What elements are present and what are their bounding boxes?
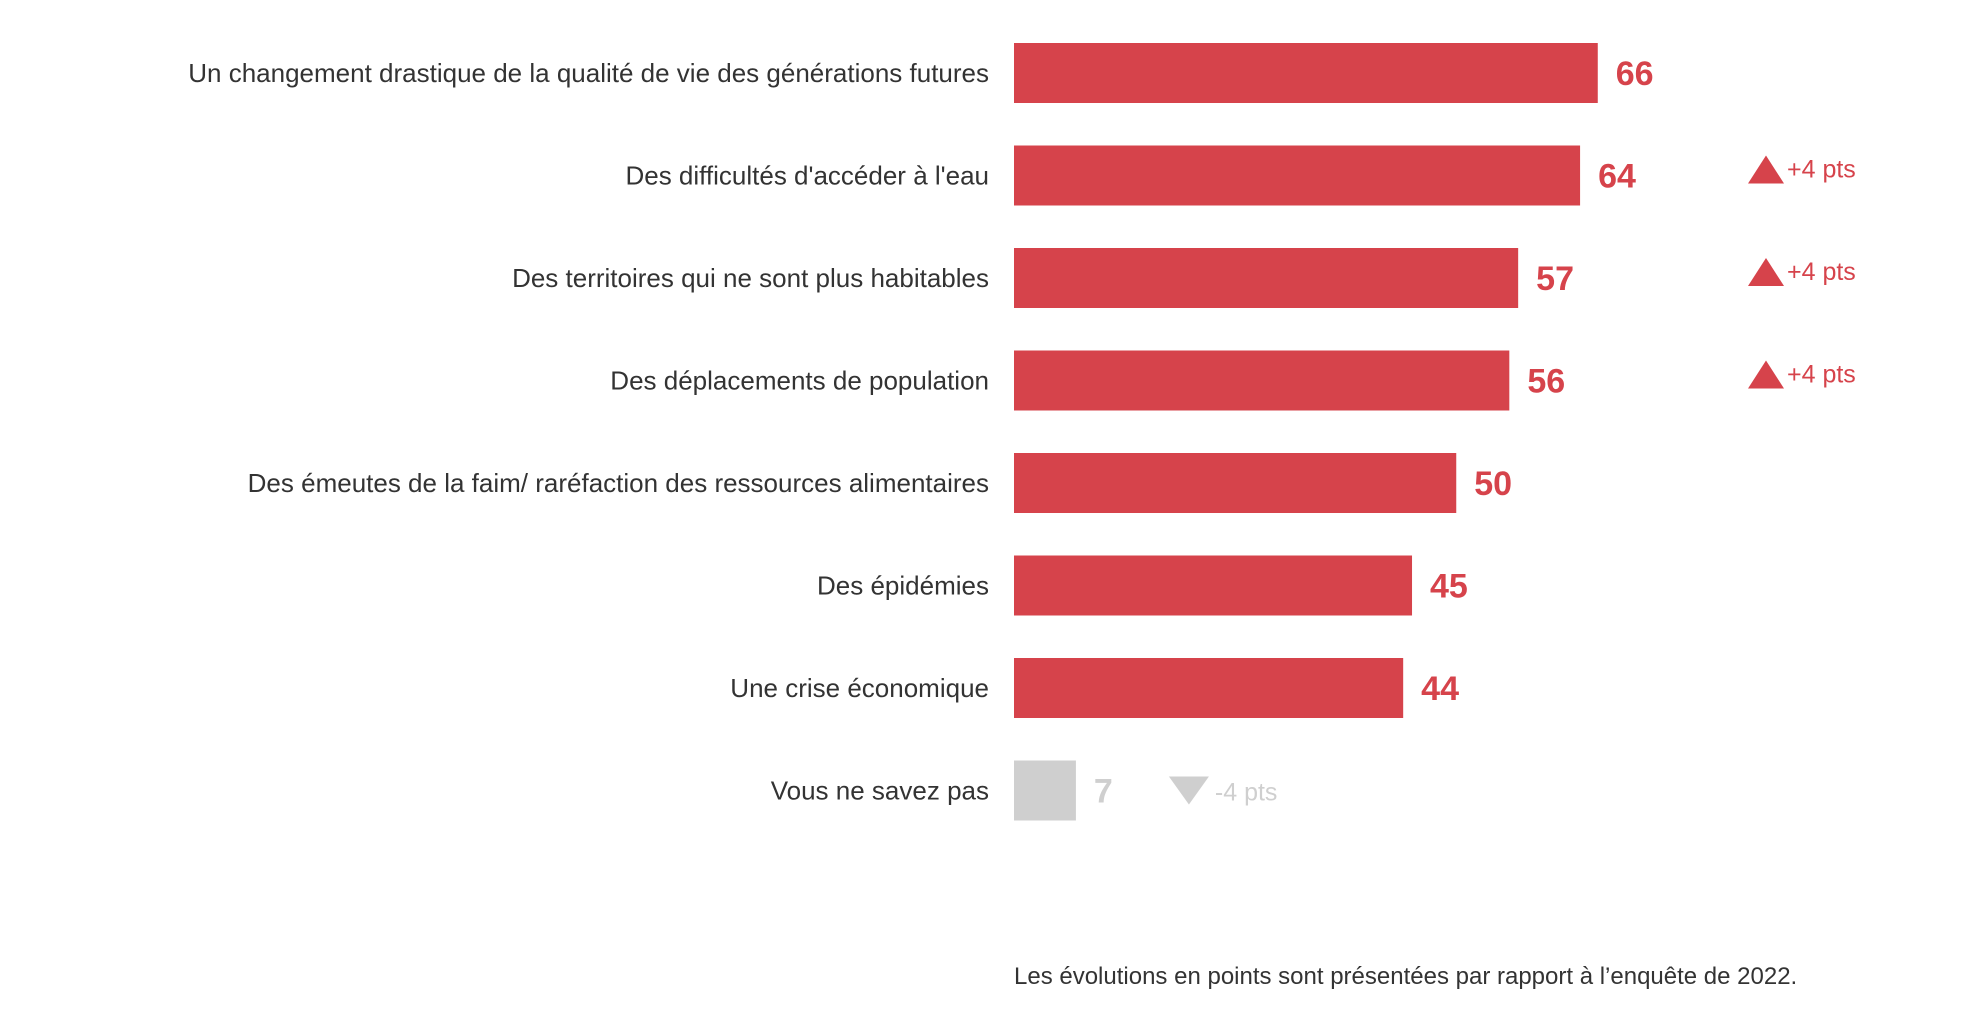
- change-label: +4 pts: [1787, 258, 1856, 286]
- bar: [1014, 350, 1510, 411]
- footnote: Les évolutions en points sont présentées…: [1014, 963, 1798, 990]
- value-label: 66: [1616, 55, 1654, 93]
- category-label: Des émeutes de la faim/ raréfaction des …: [248, 468, 989, 498]
- bar: [1014, 43, 1598, 103]
- value-label: 50: [1474, 465, 1512, 503]
- value-label: 57: [1536, 260, 1574, 298]
- category-label: Un changement drastique de la qualité de…: [188, 58, 989, 88]
- category-label: Des épidémies: [817, 571, 989, 601]
- bar: [1014, 555, 1413, 616]
- category-label: Une crise économique: [730, 673, 989, 703]
- bar: [1014, 248, 1519, 308]
- category-label: Des territoires qui ne sont plus habitab…: [512, 263, 989, 293]
- change-label: +4 pts: [1787, 361, 1856, 389]
- value-label: 56: [1527, 363, 1565, 401]
- change-label: +4 pts: [1787, 156, 1856, 184]
- up-triangle-icon: [1748, 360, 1784, 389]
- category-label: Des difficultés d'accéder à l'eau: [625, 161, 989, 191]
- bar: [1014, 658, 1404, 718]
- up-triangle-icon: [1748, 155, 1784, 184]
- category-label: Vous ne savez pas: [771, 776, 989, 806]
- bar: [1014, 453, 1457, 513]
- value-label: 64: [1598, 158, 1636, 196]
- change-label: -4 pts: [1215, 779, 1278, 807]
- value-label: 7: [1094, 773, 1113, 811]
- down-triangle-icon: [1168, 776, 1209, 805]
- value-label: 44: [1421, 670, 1459, 708]
- value-label: 45: [1430, 568, 1468, 606]
- bar: [1014, 145, 1581, 206]
- bar: [1014, 760, 1076, 821]
- category-label: Des déplacements de population: [610, 366, 989, 396]
- up-triangle-icon: [1748, 258, 1784, 286]
